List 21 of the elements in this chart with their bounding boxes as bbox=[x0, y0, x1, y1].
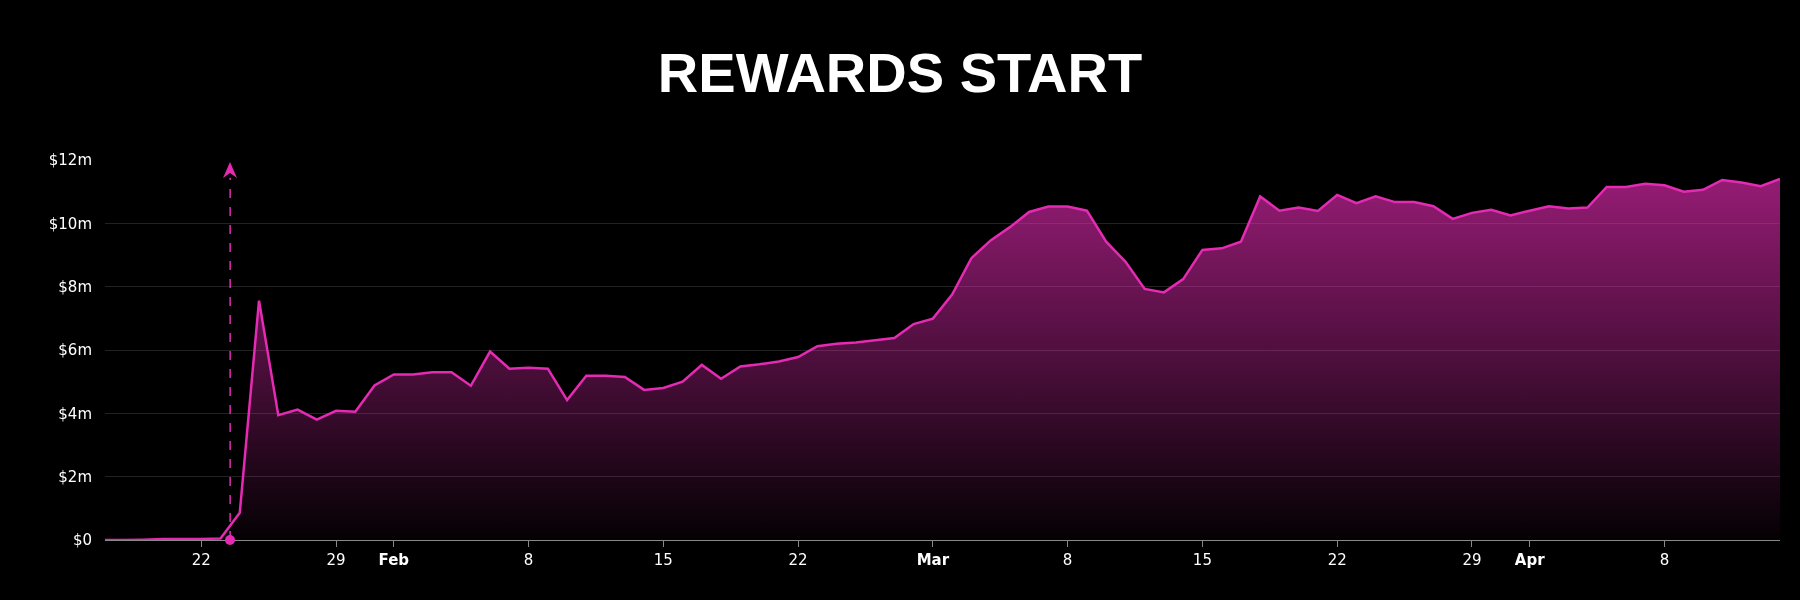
x-tick-label: 8 bbox=[523, 551, 534, 569]
x-tick-label: 22 bbox=[191, 551, 211, 569]
y-tick-label: $4m bbox=[58, 404, 92, 423]
y-tick-label: $6m bbox=[58, 341, 92, 360]
x-tick-label: 8 bbox=[1062, 551, 1073, 569]
x-tick-label: 29 bbox=[326, 551, 346, 569]
y-tick-label: $10m bbox=[48, 214, 92, 233]
x-tick-label: 15 bbox=[1192, 551, 1212, 569]
x-tick-label: 29 bbox=[1462, 551, 1482, 569]
y-tick-label: $8m bbox=[58, 277, 92, 296]
x-tick-label: Mar bbox=[916, 551, 950, 569]
x-tick-label: Apr bbox=[1514, 551, 1546, 569]
y-tick-label: $0 bbox=[72, 531, 92, 550]
y-tick-label: $12m bbox=[48, 151, 92, 170]
x-tick-label: 22 bbox=[788, 551, 808, 569]
x-tick-label: 8 bbox=[1659, 551, 1670, 569]
x-tick-label: 22 bbox=[1327, 551, 1347, 569]
x-tick-label: 15 bbox=[653, 551, 673, 569]
x-tick-label: Feb bbox=[378, 551, 410, 569]
y-tick-label: $2m bbox=[58, 467, 92, 486]
chart-title: REWARDS START bbox=[657, 40, 1143, 104]
